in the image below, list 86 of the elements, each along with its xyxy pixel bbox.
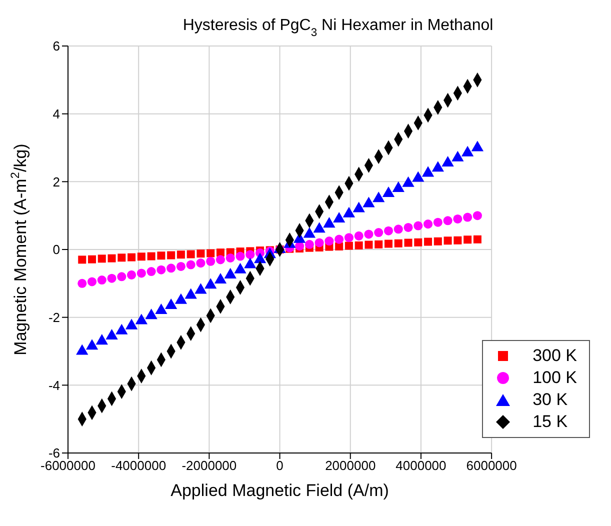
y-tick-label: 0 [52,242,60,258]
point [424,238,432,246]
point [216,248,224,257]
point [167,251,176,260]
y-tick-label: -4 [48,378,60,393]
point [78,256,86,264]
point [216,255,225,264]
point [374,240,383,248]
point [226,253,235,262]
point [136,268,146,278]
x-tick-label: -6000000 [40,458,96,474]
point [453,214,462,224]
point [404,238,412,247]
point [473,235,482,244]
x-tick-label: -2000000 [182,458,237,474]
x-tick-label: 2000000 [325,458,376,474]
point [107,274,116,283]
point [443,216,452,226]
point [206,256,216,266]
point [374,228,384,238]
point [444,236,452,245]
point [472,211,482,220]
point [117,272,126,282]
point [404,222,413,232]
point [434,237,442,246]
point [236,252,245,261]
point [156,265,166,274]
point [394,224,403,234]
point [118,254,126,262]
x-axis-title: Applied Magnetic Field (A/m) [170,481,389,500]
x-tick-label: -4000000 [111,458,166,474]
point [157,252,166,260]
y-tick-label: 6 [52,38,60,54]
y-tick-label: -6 [48,446,60,461]
point [196,258,206,268]
point [304,240,314,249]
point [246,250,255,260]
point [464,236,472,244]
legend-label: 100 K [532,367,577,389]
point [176,250,185,259]
point [176,262,186,271]
point [146,267,156,276]
point [78,278,87,288]
point [206,249,215,258]
point [186,250,195,258]
point [344,242,353,250]
x-tick-label: 6000000 [466,458,517,474]
point [384,226,394,236]
y-tick-label: 4 [52,106,60,122]
legend-label: 15 K [532,411,568,433]
point [98,254,106,263]
point [196,250,205,258]
point [433,218,442,227]
point [137,252,146,261]
point [97,276,106,285]
point [335,242,344,250]
y-tick-label: -2 [48,310,60,325]
point [166,264,176,273]
point [364,240,373,249]
point [344,233,354,242]
legend-label: 30 K [532,389,568,411]
y-tick-label: 2 [52,174,60,190]
point [354,231,364,240]
x-tick-label: 4000000 [396,458,446,474]
chart-title: Hysteresis of PgC$_{3}$ Ni Hexamer in Methanol [182,17,494,39]
point [364,230,374,239]
point [324,236,334,246]
point [394,239,402,248]
point [354,241,363,250]
point [384,240,392,248]
point [424,220,433,229]
point [108,254,116,262]
point [88,255,96,264]
point [414,238,422,246]
point [127,270,136,280]
point [87,277,97,286]
point [454,236,462,244]
legend-label: 300 K [532,345,577,367]
point [186,260,196,270]
point [414,221,423,230]
point [334,234,344,244]
point [463,212,472,222]
point [147,252,156,260]
x-tick-label: 0 [276,458,284,474]
point [128,253,136,262]
point [314,238,324,248]
